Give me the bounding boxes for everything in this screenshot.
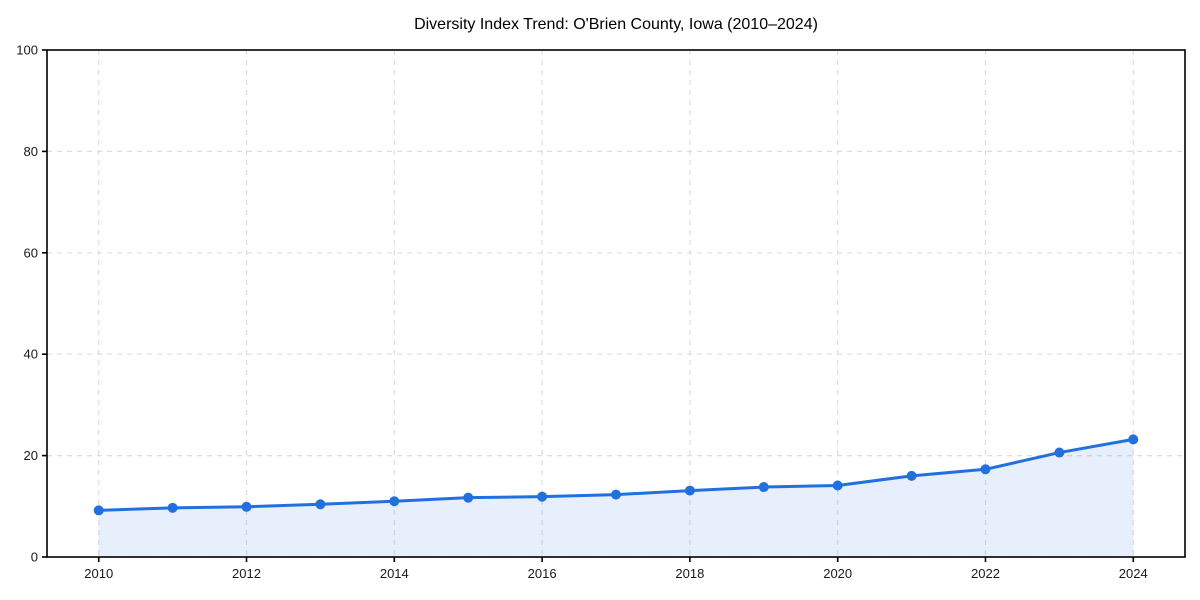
- y-tick-label: 20: [24, 448, 38, 463]
- axis-ticks-layer: 0 20 40 60 80 100 2010 2012 2014 2016 2018 2020 2022…: [16, 43, 1147, 582]
- data-point-marker: [93, 505, 104, 516]
- data-point-marker: [389, 496, 400, 507]
- x-tick-label: 2018: [675, 566, 704, 581]
- plot-border: [46, 49, 1186, 558]
- x-tick-label: 2014: [380, 566, 409, 581]
- x-tick-label: 2010: [84, 566, 113, 581]
- x-tick-label: 2020: [823, 566, 852, 581]
- chart-title: Diversity Index Trend: O'Brien County, I…: [414, 16, 818, 33]
- y-tick-label: 80: [24, 144, 38, 159]
- x-tick-label: 2016: [528, 566, 557, 581]
- x-tick-label: 2012: [232, 566, 261, 581]
- x-tick-label: 2022: [971, 566, 1000, 581]
- data-point-marker: [537, 491, 548, 502]
- gridlines-layer: [47, 49, 1185, 558]
- data-point-marker: [684, 485, 695, 496]
- data-point-marker: [167, 502, 178, 513]
- data-series-layer: [93, 434, 1139, 557]
- data-point-marker: [611, 489, 621, 500]
- data-point-marker: [1128, 434, 1139, 445]
- data-point-marker: [980, 464, 991, 475]
- y-tick-label: 60: [24, 245, 38, 260]
- data-point-marker: [463, 492, 474, 503]
- data-point-marker: [832, 480, 843, 491]
- x-tick-label: 2024: [1119, 566, 1148, 581]
- data-point-marker: [758, 482, 769, 493]
- data-point-marker: [1054, 447, 1065, 458]
- y-tick-label: 0: [31, 550, 38, 565]
- data-point-marker: [241, 501, 252, 512]
- y-tick-label: 40: [24, 347, 38, 362]
- y-tick-label: 100: [16, 43, 38, 58]
- data-point-marker: [315, 499, 326, 510]
- data-point-marker: [906, 470, 917, 481]
